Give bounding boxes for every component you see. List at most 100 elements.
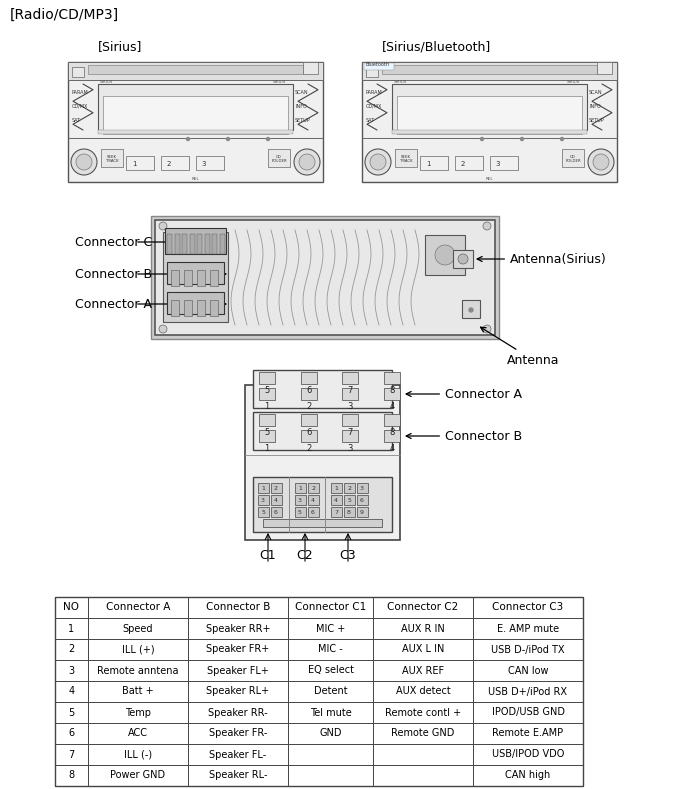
Text: Tel mute: Tel mute	[309, 708, 351, 717]
Bar	[271, 495, 282, 505]
Text: Speaker FR-: Speaker FR-	[209, 728, 267, 739]
Text: 8: 8	[389, 386, 395, 394]
Bar	[126, 156, 154, 170]
Text: C3: C3	[340, 549, 356, 562]
Bar	[245, 385, 400, 540]
Bar	[301, 430, 316, 442]
Circle shape	[435, 245, 455, 265]
Bar	[184, 300, 192, 316]
Bar	[362, 62, 617, 182]
Bar	[357, 483, 368, 493]
Text: 3: 3	[360, 485, 364, 491]
Bar	[258, 483, 269, 493]
Bar	[197, 270, 205, 286]
Text: Connector C1: Connector C1	[295, 603, 366, 612]
Text: 2: 2	[274, 485, 278, 491]
Bar	[490, 156, 518, 170]
Text: AUX R IN: AUX R IN	[401, 623, 445, 634]
Bar	[425, 235, 465, 275]
Bar	[395, 149, 417, 167]
Text: REL: REL	[191, 177, 199, 181]
Bar	[259, 388, 275, 400]
Text: Speaker FR+: Speaker FR+	[206, 645, 270, 655]
Bar	[197, 234, 202, 254]
Text: USB D-/iPod TX: USB D-/iPod TX	[491, 645, 565, 655]
Text: 2: 2	[306, 402, 312, 410]
Circle shape	[469, 308, 473, 312]
Bar	[308, 483, 319, 493]
Bar	[331, 507, 342, 517]
Text: 3: 3	[496, 161, 500, 167]
Text: SAT: SAT	[72, 118, 81, 122]
Bar	[220, 234, 225, 254]
Bar	[271, 483, 282, 493]
Text: 7: 7	[348, 386, 353, 394]
Text: 2: 2	[306, 443, 312, 453]
Text: Remote contl +: Remote contl +	[385, 708, 461, 717]
Circle shape	[561, 137, 564, 140]
Text: MIC -: MIC -	[318, 645, 343, 655]
Circle shape	[159, 325, 167, 333]
Text: Speed: Speed	[122, 623, 153, 634]
Text: 1: 1	[426, 161, 430, 167]
Bar	[253, 370, 392, 408]
Text: 3: 3	[69, 665, 75, 675]
Text: SEEK
TRACK: SEEK TRACK	[400, 155, 412, 163]
Bar	[344, 495, 355, 505]
Text: 3: 3	[202, 161, 206, 167]
Bar	[258, 507, 269, 517]
Bar	[392, 130, 587, 134]
Text: Connector B: Connector B	[206, 603, 270, 612]
Text: SETUP: SETUP	[589, 118, 605, 122]
Bar	[163, 232, 228, 322]
Text: 4: 4	[334, 498, 338, 503]
Text: Speaker FL-: Speaker FL-	[209, 750, 267, 760]
Text: 1: 1	[298, 485, 302, 491]
Bar	[344, 507, 355, 517]
Text: Remote E.AMP: Remote E.AMP	[492, 728, 564, 739]
Bar	[362, 62, 617, 80]
Text: 5: 5	[347, 498, 351, 503]
Text: CD
FOLDER: CD FOLDER	[565, 155, 581, 163]
Text: SETUP: SETUP	[295, 118, 311, 122]
Text: GND: GND	[319, 728, 342, 739]
Bar	[331, 483, 342, 493]
Text: CD
FOLDER: CD FOLDER	[271, 155, 287, 163]
Bar	[384, 388, 400, 400]
Text: USB D+/iPod RX: USB D+/iPod RX	[489, 686, 568, 697]
Text: 4: 4	[69, 686, 75, 697]
Bar	[357, 507, 368, 517]
Text: 4: 4	[389, 443, 395, 453]
Circle shape	[71, 149, 97, 175]
Text: Connector B: Connector B	[406, 429, 522, 443]
Text: 1: 1	[69, 623, 75, 634]
Text: AUX L IN: AUX L IN	[402, 645, 444, 655]
Bar	[397, 96, 582, 134]
Bar	[301, 414, 316, 426]
Bar	[597, 62, 612, 74]
Bar	[68, 62, 323, 80]
Text: [Sirius]: [Sirius]	[98, 40, 142, 53]
Circle shape	[159, 222, 167, 230]
Bar	[342, 430, 358, 442]
Bar	[308, 495, 319, 505]
Text: 6: 6	[360, 498, 364, 503]
Text: 4: 4	[274, 498, 278, 503]
Bar	[210, 300, 218, 316]
Bar	[301, 372, 316, 384]
Text: 5: 5	[265, 428, 270, 436]
Text: INFO: INFO	[295, 103, 307, 109]
Bar	[151, 216, 499, 339]
Text: ILL (-): ILL (-)	[124, 750, 152, 760]
Text: SAT: SAT	[366, 118, 375, 122]
Text: 6: 6	[306, 428, 312, 436]
Bar	[357, 495, 368, 505]
Text: 1: 1	[132, 161, 136, 167]
Bar	[161, 156, 189, 170]
Text: Batt +: Batt +	[122, 686, 154, 697]
Bar	[167, 262, 224, 284]
Text: 5: 5	[69, 708, 75, 717]
Text: PARAM: PARAM	[72, 89, 89, 95]
Bar	[364, 63, 394, 70]
Text: Antenna(Sirius): Antenna(Sirius)	[477, 252, 607, 266]
